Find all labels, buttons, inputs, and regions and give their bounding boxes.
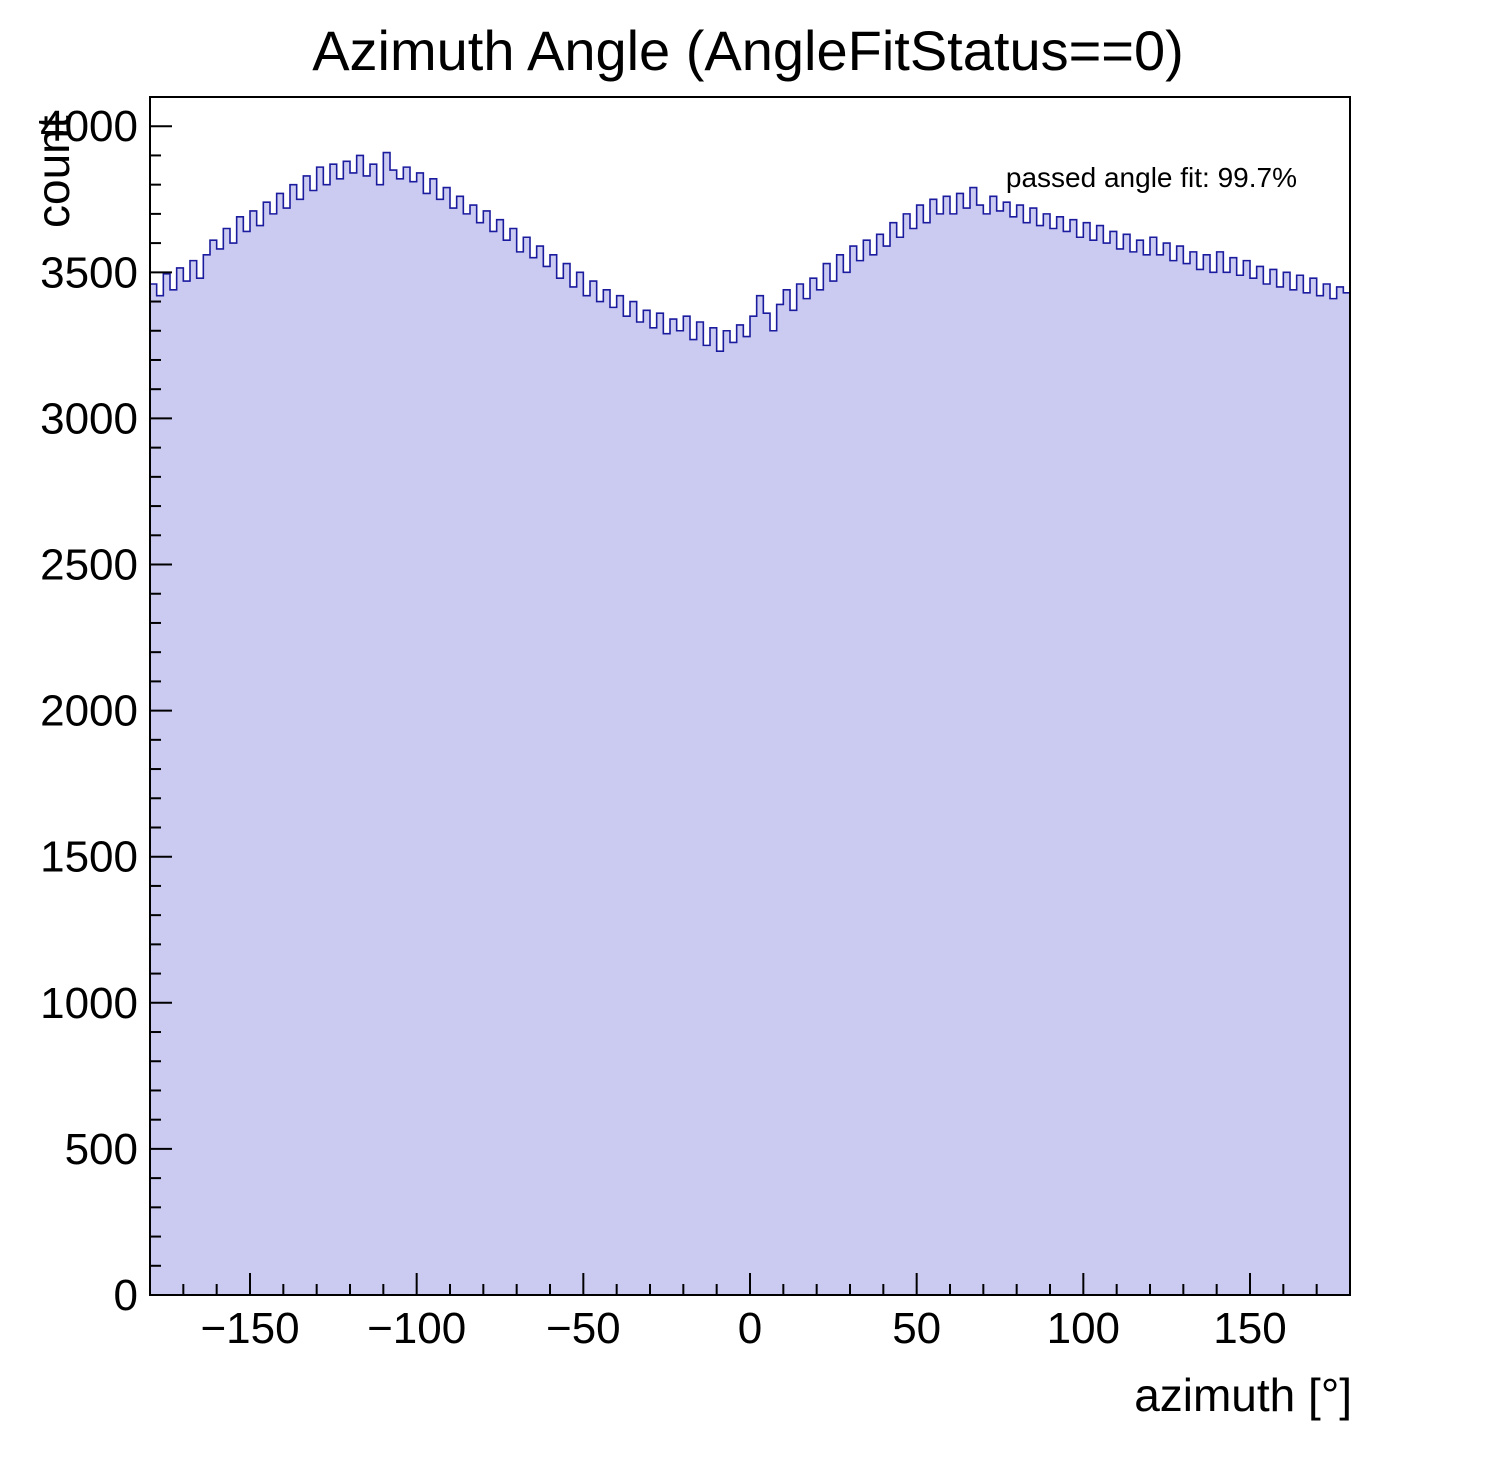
fit-annotation: passed angle fit: 99.7%: [1005, 162, 1297, 193]
y-tick-label: 1000: [40, 979, 138, 1028]
histogram-line: [149, 151, 1351, 1295]
x-tick-label: 0: [738, 1304, 762, 1353]
x-axis-title: azimuth [°]: [1134, 1369, 1352, 1421]
histogram-fill: [150, 152, 1350, 1295]
x-tick-label: −50: [546, 1304, 621, 1353]
y-tick-label: 1500: [40, 833, 138, 882]
y-tick-label: 4000: [40, 102, 138, 151]
y-tick-label: 500: [65, 1125, 138, 1174]
x-tick-label: 100: [1047, 1304, 1120, 1353]
x-tick-label: −100: [367, 1304, 466, 1353]
y-axis-title: count: [27, 115, 79, 228]
plot-frame: [149, 96, 1351, 1296]
x-tick-label: −150: [200, 1304, 299, 1353]
y-tick-label: 2500: [40, 541, 138, 590]
y-tick-label: 0: [114, 1271, 138, 1320]
x-tick-label: 50: [892, 1304, 941, 1353]
y-tick-label: 3500: [40, 248, 138, 297]
y-tick-label: 3000: [40, 394, 138, 443]
chart-title: Azimuth Angle (AngleFitStatus==0): [312, 19, 1184, 82]
y-tick-label: 2000: [40, 687, 138, 736]
x-tick-label: 150: [1213, 1304, 1286, 1353]
